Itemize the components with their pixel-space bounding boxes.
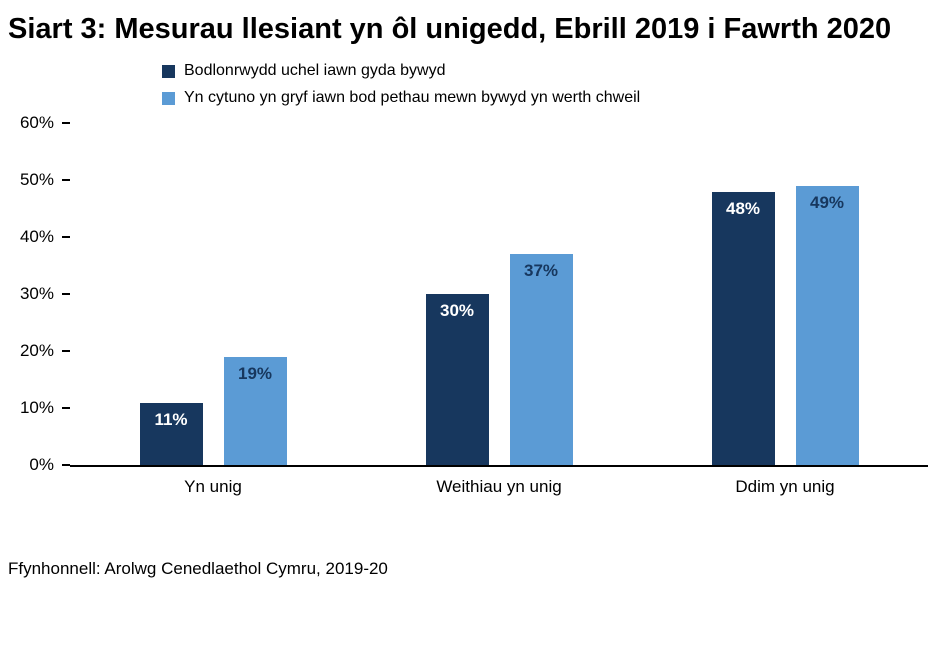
legend-item-series1: Bodlonrwydd uchel iawn gyda bywyd xyxy=(162,62,947,80)
y-axis-tick-label: 0% xyxy=(29,455,54,475)
bar-data-label: 37% xyxy=(523,261,559,281)
y-axis-tick-label: 30% xyxy=(19,284,54,304)
y-axis-tick-mark xyxy=(62,293,70,296)
y-axis: 0% 10% 20% 30% 40% 50% 60% xyxy=(0,113,70,474)
y-axis-tick-label: 40% xyxy=(19,227,54,247)
bar-series1-3: 48% xyxy=(711,191,775,466)
source-note: Ffynhonnell: Arolwg Cenedlaethol Cymru, … xyxy=(8,559,388,579)
y-axis-tick-mark xyxy=(62,464,70,467)
bar-series2-3: 49% xyxy=(795,185,859,466)
y-axis-tick-label: 50% xyxy=(19,170,54,190)
bar-series1-2: 30% xyxy=(425,294,489,466)
bar-data-label: 30% xyxy=(439,301,475,321)
bar-data-label: 49% xyxy=(809,192,845,212)
y-axis-tick-mark xyxy=(62,122,70,125)
y-axis-tick-label: 20% xyxy=(19,341,54,361)
x-axis-category-label: Yn unig xyxy=(184,477,242,497)
y-axis-tick-mark xyxy=(62,350,70,353)
bar-series1-1: 11% xyxy=(139,402,203,466)
y-axis-tick-mark xyxy=(62,179,70,182)
legend: Bodlonrwydd uchel iawn gyda bywyd Yn cyt… xyxy=(162,62,947,107)
bar-series2-2: 37% xyxy=(509,254,573,466)
plot-area: 11% 19% 30% 37% 48% 49% xyxy=(70,123,928,468)
bar-chart: 0% 10% 20% 30% 40% 50% 60% 11% 19% 30% 37% 48% 49% … xyxy=(0,113,947,511)
y-axis-tick-mark xyxy=(62,407,70,410)
legend-label-series2: Yn cytuno yn gryf iawn bod pethau mewn b… xyxy=(184,89,641,107)
bar-data-label: 19% xyxy=(237,363,273,383)
y-axis-tick-label: 10% xyxy=(19,398,54,418)
x-axis-category-label: Weithiau yn unig xyxy=(436,477,562,497)
x-axis-category-label: Ddim yn unig xyxy=(735,477,835,497)
y-axis-tick-label: 60% xyxy=(19,113,54,133)
legend-swatch-series1-icon xyxy=(162,64,175,78)
legend-swatch-series2-icon xyxy=(162,91,175,105)
bar-data-label: 11% xyxy=(154,409,188,429)
legend-label-series1: Bodlonrwydd uchel iawn gyda bywyd xyxy=(184,62,446,80)
bar-data-label: 48% xyxy=(725,198,761,218)
y-axis-tick-mark xyxy=(62,236,70,239)
legend-item-series2: Yn cytuno yn gryf iawn bod pethau mewn b… xyxy=(162,89,947,107)
bar-series2-1: 19% xyxy=(223,356,287,466)
chart-title: Siart 3: Mesurau llesiant yn ôl unigedd,… xyxy=(8,13,892,45)
